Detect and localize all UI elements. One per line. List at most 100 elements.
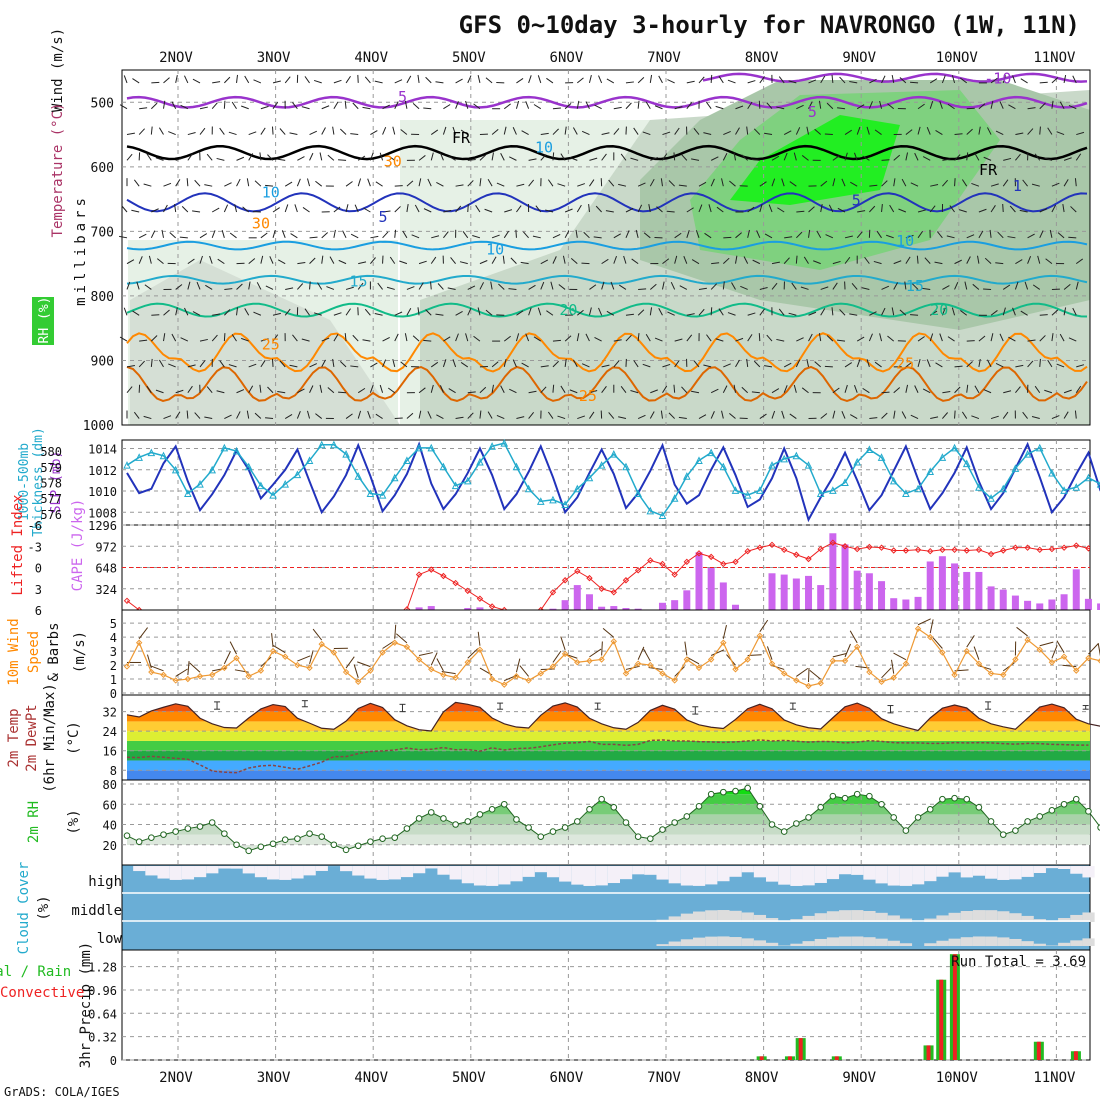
wind-barb: [905, 234, 914, 239]
wind-barb: [661, 281, 665, 290]
wind-barb: [837, 339, 846, 342]
wind-barb: [467, 412, 474, 419]
wind-barb: [179, 236, 188, 239]
bottom-date-label: 3NOV: [257, 1070, 291, 1086]
cloud-high-gap: [1033, 866, 1046, 874]
wind-marker: [379, 649, 386, 656]
cape-tick-label: 324: [95, 583, 117, 597]
wind-barb: [138, 128, 145, 135]
rh-marker: [987, 818, 995, 825]
rh-marker: [878, 800, 885, 808]
wind-barb: [244, 75, 250, 84]
wind-barb: [472, 235, 481, 239]
wind-barb: [635, 229, 639, 238]
wind-barb: [297, 262, 306, 265]
wind-barb: [161, 229, 165, 238]
cape-bar: [476, 607, 484, 610]
wind-barb: [929, 333, 934, 342]
wind-barb: [224, 309, 231, 316]
wind-barb: [460, 362, 469, 368]
cape-bar: [1084, 598, 1092, 610]
wind-barb: [844, 152, 848, 161]
cloud-mid-fill: [936, 915, 949, 922]
cloud-high-gap: [571, 866, 584, 885]
wind-barb: [722, 624, 727, 639]
cloud-high-gap: [924, 866, 937, 882]
wind-barb: [832, 410, 836, 419]
rh-marker: [525, 824, 532, 831]
wind-barb: [557, 415, 566, 420]
wind-barb: [990, 205, 996, 213]
cloud-low-fill: [692, 937, 706, 946]
wind-barb: [345, 181, 353, 187]
li-marker: [1048, 545, 1056, 553]
wind-barb: [831, 307, 834, 316]
wind-barb: [673, 384, 676, 393]
wind-barb: [491, 384, 494, 393]
wind-barb: [377, 282, 383, 290]
thickness-marker: [1096, 481, 1100, 488]
upper-wind-barbs: [119, 74, 1085, 420]
wind-marker: [683, 656, 691, 663]
wind-barb: [443, 209, 452, 213]
wind-barb: [589, 648, 602, 658]
wind-barb: [610, 281, 615, 290]
wind-barb: [789, 413, 797, 419]
wind-barb: [905, 256, 911, 264]
wind-marker: [148, 668, 155, 676]
rh-marker: [403, 825, 411, 832]
wind-barb: [868, 101, 873, 109]
cape-ylabel-text: CAPE (J/kg): [70, 499, 86, 592]
cape-bar: [853, 570, 861, 610]
wind-barb: [144, 284, 152, 290]
wind-barb: [479, 410, 482, 419]
li-marker: [866, 543, 873, 551]
wind-barb: [1039, 314, 1048, 316]
wind-barb: [791, 282, 797, 290]
wind-barb: [155, 157, 164, 161]
wind-barb: [236, 283, 243, 290]
wind-barb: [394, 185, 403, 187]
rh-marker: [914, 814, 922, 821]
wind-barb: [315, 180, 323, 187]
wind-barb: [417, 307, 420, 316]
wind-barb: [533, 104, 542, 110]
wind-barb: [674, 338, 683, 342]
wind-barb: [260, 105, 269, 110]
thickness-tick-label: 578: [40, 477, 62, 491]
wind-barb: [1012, 307, 1016, 316]
rh-marker: [306, 830, 313, 837]
slp-line: [126, 441, 1100, 523]
cloud-low-fill: [985, 936, 998, 946]
wind-barb: [479, 154, 487, 161]
wind-barb: [820, 180, 828, 187]
wind-barb: [873, 260, 882, 265]
wind-barb: [138, 256, 143, 264]
wind-barb: [747, 229, 750, 238]
wind-barb: [806, 358, 810, 368]
top-date-label: 4NOV: [354, 50, 388, 66]
wind-barb: [321, 105, 330, 110]
wind-barb: [668, 180, 676, 187]
wind-barb: [764, 365, 773, 368]
wind-barb: [1034, 385, 1041, 394]
wind-barb: [1002, 307, 1006, 316]
wind-barb: [223, 204, 229, 213]
wind-barb: [656, 206, 663, 213]
wind-barb: [1062, 204, 1065, 213]
wind-barb: [759, 308, 765, 316]
wind-barb: [746, 126, 749, 135]
cloud-mid-fill: [1070, 914, 1083, 922]
li-marker: [805, 555, 812, 563]
wind-barb: [1068, 236, 1077, 239]
wind-barb: [277, 158, 286, 161]
thickness-marker: [415, 443, 423, 452]
wind-barb: [515, 100, 520, 109]
wind-barb: [430, 652, 438, 666]
wind-barb: [801, 155, 809, 161]
wind-barb: [783, 130, 792, 135]
wind-barb: [430, 361, 439, 368]
wind-barb: [512, 127, 517, 135]
wind-barb: [338, 159, 347, 161]
temp-ylabel-3: (6hr Min/Max): [42, 683, 58, 793]
